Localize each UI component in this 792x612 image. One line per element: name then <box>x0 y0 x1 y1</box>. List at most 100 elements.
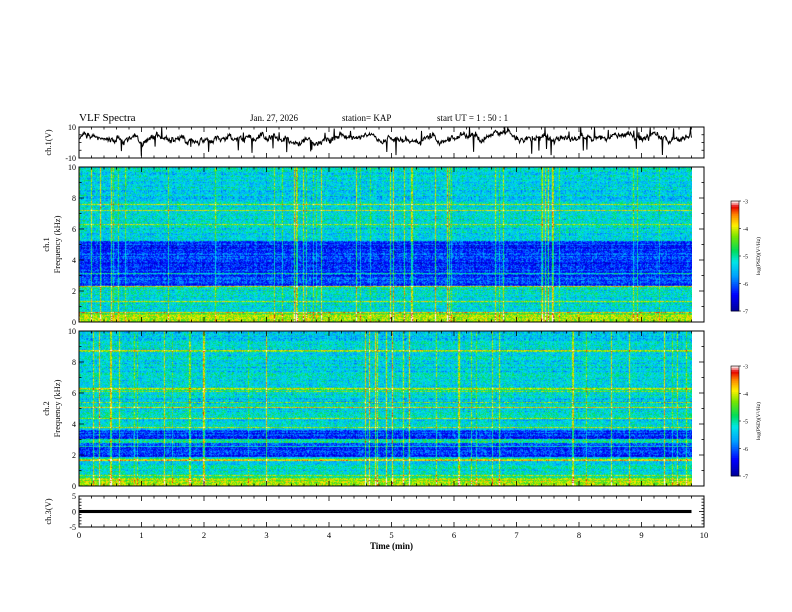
ch1-colorbar-label: log(PSD)(V²/Hz) <box>755 237 762 275</box>
ch1-colorbar-swatch <box>731 283 739 286</box>
ch1-colorbar-swatch <box>731 246 739 250</box>
ch1-colorbar-swatch <box>731 301 739 305</box>
x-tick-label: 5 <box>389 530 393 540</box>
ch1-colorbar-swatch <box>731 292 739 295</box>
ch2-colorbar-swatch <box>731 408 739 411</box>
ch1-colorbar-swatch <box>731 201 739 204</box>
ch1-waveform-ylabel: ch.1(V) <box>43 129 53 155</box>
x-tick-label: 0 <box>77 530 81 540</box>
ch2-colorbar-swatch <box>731 459 739 462</box>
ch2-colorbar-swatch <box>731 410 739 413</box>
ch2-colorbar-tick-label: -4 <box>743 392 748 398</box>
ch2-colorbar-tick-label: -7 <box>743 475 748 481</box>
ch1-colorbar-swatch <box>731 256 739 259</box>
ch1-spectrogram-ylabel: ch.1 <box>41 237 51 251</box>
x-tick-label: 3 <box>264 530 268 540</box>
ch1-colorbar-swatch <box>731 248 739 251</box>
ch2-colorbar-swatch <box>731 428 739 431</box>
ch1-colorbar-swatch <box>731 234 739 237</box>
ch1-colorbar-swatch <box>731 296 739 299</box>
ch2-colorbar-swatch <box>731 367 739 371</box>
ch2-colorbar-swatch <box>731 450 739 453</box>
ch1-colorbar-swatch <box>731 274 739 277</box>
station-label: station= KAP <box>342 113 392 123</box>
ch2-colorbar-swatch <box>731 417 739 420</box>
ch1-spectrogram-canvas <box>79 167 692 322</box>
x-tick-label: 7 <box>514 530 518 540</box>
ch1-colorbar-swatch <box>731 294 739 297</box>
ch2-colorbar-swatch <box>731 452 739 455</box>
ch2-colorbar-swatch <box>731 393 739 396</box>
ch1-colorbar-swatch <box>731 250 739 253</box>
ch1-colorbar-swatch <box>731 219 739 222</box>
ch2-colorbar-swatch <box>731 371 739 374</box>
ch1-colorbar-swatch <box>731 263 739 266</box>
ch2-colorbar-swatch <box>731 457 739 460</box>
ch1-colorbar-swatch <box>731 239 739 242</box>
ch2-colorbar-swatch <box>731 391 739 394</box>
y-tick-label-ch1-spec: 10 <box>68 163 76 172</box>
ch2-colorbar-swatch <box>731 411 739 415</box>
ch1-colorbar-tick-label: -6 <box>743 282 748 288</box>
y-tick-label-ch3-wave: 0 <box>72 508 76 517</box>
ch2-colorbar-swatch <box>731 441 739 444</box>
ch2-colorbar-swatch <box>731 466 739 470</box>
ch2-colorbar-swatch <box>731 399 739 402</box>
ch2-colorbar-swatch <box>731 472 739 475</box>
x-tick-label: 4 <box>327 530 332 540</box>
ch2-colorbar-swatch <box>731 369 739 372</box>
ch2-colorbar-swatch <box>731 465 739 468</box>
ch2-colorbar-swatch <box>731 402 739 405</box>
ch2-colorbar-tick-label: -6 <box>743 447 748 453</box>
ch1-colorbar-swatch <box>731 268 739 272</box>
ch2-spectrogram-ylabel: ch.2 <box>41 401 51 415</box>
ch1-colorbar-swatch <box>731 261 739 264</box>
ch1-colorbar-swatch <box>731 228 739 231</box>
ch1-colorbar-swatch <box>731 226 739 229</box>
ch1-colorbar-swatch <box>731 259 739 262</box>
ch2-colorbar-swatch <box>731 384 739 387</box>
ch2-colorbar-swatch <box>731 415 739 418</box>
ch2-colorbar-swatch <box>731 388 739 391</box>
ch3-waveform-ylabel: ch.3(V) <box>43 498 53 524</box>
ch1-colorbar-swatch <box>731 217 739 220</box>
ch1-colorbar-swatch <box>731 212 739 215</box>
ch2-colorbar-swatch <box>731 443 739 446</box>
ch1-colorbar-swatch <box>731 298 739 301</box>
ch1-spectrogram <box>79 167 692 322</box>
ch1-colorbar-swatch <box>731 287 739 290</box>
y-tick-label-ch2-spec: 10 <box>68 327 76 336</box>
ch2-colorbar-swatch <box>731 406 739 409</box>
y-tick-label-ch2-spec: 8 <box>72 358 76 367</box>
ch1-colorbar-swatch <box>731 208 739 211</box>
ch1-colorbar-swatch <box>731 309 739 312</box>
ch2-colorbar-swatch <box>731 386 739 389</box>
x-tick-label: 1 <box>139 530 143 540</box>
ch1-colorbar-swatch <box>731 252 739 255</box>
ch1-colorbar-swatch <box>731 305 739 308</box>
ch1-colorbar-swatch <box>731 230 739 233</box>
ch1-colorbar-swatch <box>731 213 739 217</box>
ch1-colorbar-swatch <box>731 206 739 209</box>
ch1-colorbar-swatch <box>731 290 739 294</box>
ch2-colorbar-swatch <box>731 375 739 378</box>
ch2-colorbar-swatch <box>731 448 739 451</box>
ch2-colorbar-swatch <box>731 413 739 416</box>
ch2-colorbar-tick-label: -5 <box>743 420 748 426</box>
x-tick-label: 6 <box>452 530 456 540</box>
ch1-colorbar-swatch <box>731 289 739 292</box>
ch1-colorbar-swatch <box>731 223 739 226</box>
ch1-colorbar-tick-label: -7 <box>743 310 748 316</box>
ch2-frequency-label: Frequency (kHz) <box>52 379 62 437</box>
y-tick-label-ch1-spec: 8 <box>72 194 76 203</box>
ch1-colorbar-swatch <box>731 300 739 303</box>
x-tick-label: 2 <box>202 530 206 540</box>
ch1-colorbar-swatch <box>731 303 739 306</box>
ch2-colorbar-swatch <box>731 366 739 369</box>
y-tick-label-ch2-spec: 2 <box>72 451 76 460</box>
ch1-colorbar-swatch <box>731 221 739 224</box>
ch2-colorbar-swatch <box>731 380 739 383</box>
ch2-colorbar-swatch <box>731 432 739 435</box>
ch2-colorbar-tick-label: -3 <box>743 365 748 371</box>
